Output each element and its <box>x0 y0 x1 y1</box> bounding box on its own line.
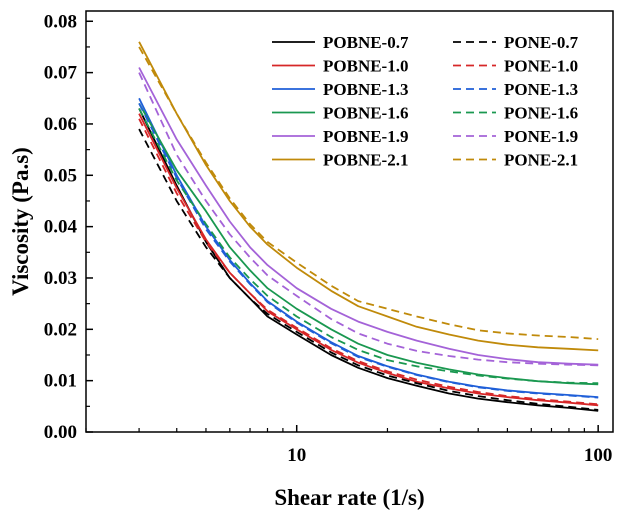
series-line-pone-1-6 <box>138 108 599 385</box>
legend-label: POBNE-1.6 <box>323 104 408 123</box>
y-tick-label: 0.04 <box>44 217 78 238</box>
legend-label: POBNE-1.0 <box>323 57 408 76</box>
series-line-pone-0-7 <box>138 128 599 411</box>
series-line-pone-1-0 <box>138 118 599 406</box>
y-tick-label: 0.07 <box>44 63 78 84</box>
axis-ticks: 0.00 0.01 0.02 0.03 0.04 0.05 0.06 0.07 0.08 10 10… <box>44 11 613 466</box>
series-line-pobne-1-0 <box>138 113 599 407</box>
series-line-pone-1-9 <box>138 72 599 367</box>
series-line-pone-2-1 <box>138 46 599 340</box>
y-tick-label: 0.06 <box>44 114 77 135</box>
series-line-pobne-2-1 <box>138 41 599 352</box>
legend-label: POBNE-2.1 <box>323 151 408 170</box>
y-tick-label: 0.05 <box>44 165 77 186</box>
legend-label: POBNE-0.7 <box>323 33 409 52</box>
series-line-pobne-0-7 <box>138 108 599 412</box>
y-tick-label: 0.00 <box>44 422 77 443</box>
x-tick-label: 100 <box>584 445 613 466</box>
y-tick-label: 0.08 <box>44 11 77 32</box>
plot-frame <box>85 10 614 433</box>
legend-label: PONE-2.1 <box>504 151 578 170</box>
plot-border <box>85 10 614 433</box>
series-line-pobne-1-9 <box>138 67 599 366</box>
legend-label: POBNE-1.3 <box>323 80 408 99</box>
legend-label: POBNE-1.9 <box>323 127 408 146</box>
legend-label: PONE-0.7 <box>504 33 579 52</box>
y-tick-label: 0.01 <box>44 371 77 392</box>
legend-label: PONE-1.6 <box>504 104 578 123</box>
legend-label: PONE-1.3 <box>504 80 578 99</box>
series-layer <box>138 41 599 412</box>
y-axis-title: Viscosity (Pa.s) <box>8 147 33 296</box>
series-line-pone-1-3 <box>138 102 599 399</box>
y-tick-label: 0.03 <box>44 268 77 289</box>
legend-label: PONE-1.9 <box>504 127 578 146</box>
y-tick-label: 0.02 <box>44 319 77 340</box>
x-tick-label: 10 <box>287 445 306 466</box>
x-axis-title: Shear rate (1/s) <box>274 485 424 510</box>
legend-label: PONE-1.0 <box>504 57 578 76</box>
legend: POBNE-0.7 POBNE-1.0 POBNE-1.3 POBNE-1.6 POBN… <box>272 33 579 170</box>
